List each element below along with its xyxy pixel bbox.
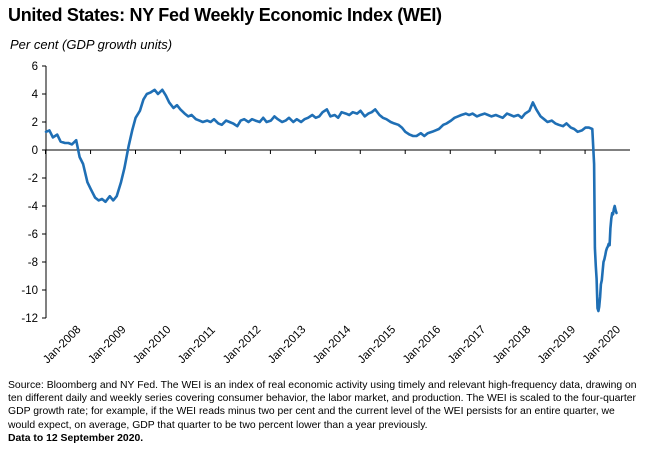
y-tick-label: -8 [28,257,38,269]
chart-title: United States: NY Fed Weekly Economic In… [8,5,442,25]
x-tick-label: Jan-2009 [86,324,128,366]
source-note: Source: Bloomberg and NY Fed. The WEI is… [8,380,637,431]
series-line-wei [44,88,618,313]
x-ticks: Jan-2008 Jan-2009 Jan-2010 Jan-2011 Jan-2012… [41,150,623,366]
y-tick-label: 2 [32,117,38,129]
axes [45,66,630,318]
x-tick-label: Jan-2018 [491,324,533,366]
y-tick-label: -12 [21,313,38,325]
y-tick-label: -6 [28,229,38,241]
x-tick-label: Jan-2011 [176,324,218,366]
y-tick-label: -2 [28,173,38,185]
x-tick-label: Jan-2008 [41,324,83,366]
y-tick-label: 6 [32,61,38,73]
y-ticks: 6 4 2 0 -2 -4 -6 -8 -10 -12 [21,61,46,325]
y-tick-label: -10 [21,285,38,297]
data-as-of-note: Data to 12 September 2020. [8,432,144,444]
x-tick-label: Jan-2012 [221,324,263,366]
y-tick-label: 4 [32,89,39,101]
x-tick-label: Jan-2013 [266,324,308,366]
y-axis-label: Per cent (GDP growth units) [10,37,173,52]
x-tick-label: Jan-2015 [356,324,398,366]
x-tick-label: Jan-2014 [311,323,354,366]
footer-note: Source: Bloomberg and NY Fed. The WEI is… [8,379,644,445]
y-tick-label: -4 [28,201,39,213]
y-tick-label: 0 [32,145,38,157]
x-tick-label: Jan-2017 [446,324,488,366]
x-tick-label: Jan-2019 [536,324,578,366]
x-tick-label: Jan-2016 [401,324,443,366]
x-tick-label: Jan-2010 [131,324,173,366]
x-tick-label: Jan-2020 [581,324,623,366]
